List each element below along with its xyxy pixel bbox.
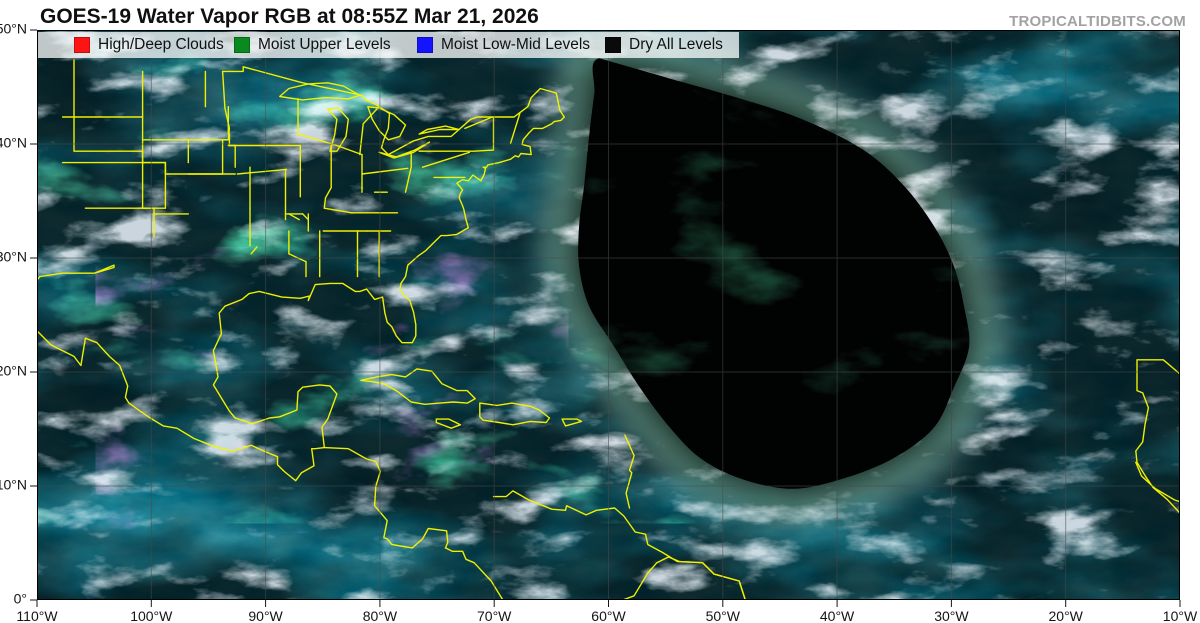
svg-text:0°: 0° bbox=[14, 591, 27, 607]
svg-text:110°W: 110°W bbox=[16, 608, 58, 623]
svg-text:30°N: 30°N bbox=[0, 249, 27, 265]
svg-text:60°W: 60°W bbox=[591, 608, 626, 623]
svg-text:90°W: 90°W bbox=[248, 608, 283, 623]
svg-text:30°W: 30°W bbox=[934, 608, 969, 623]
svg-text:40°N: 40°N bbox=[0, 135, 27, 151]
svg-text:40°W: 40°W bbox=[820, 608, 855, 623]
svg-text:50°N: 50°N bbox=[0, 21, 27, 37]
svg-text:80°W: 80°W bbox=[363, 608, 398, 623]
svg-text:100°W: 100°W bbox=[130, 608, 173, 623]
svg-text:50°W: 50°W bbox=[706, 608, 741, 623]
svg-text:20°N: 20°N bbox=[0, 363, 27, 379]
svg-text:10°W: 10°W bbox=[1163, 608, 1198, 623]
svg-text:10°N: 10°N bbox=[0, 477, 27, 493]
svg-text:70°W: 70°W bbox=[477, 608, 512, 623]
svg-text:20°W: 20°W bbox=[1049, 608, 1084, 623]
